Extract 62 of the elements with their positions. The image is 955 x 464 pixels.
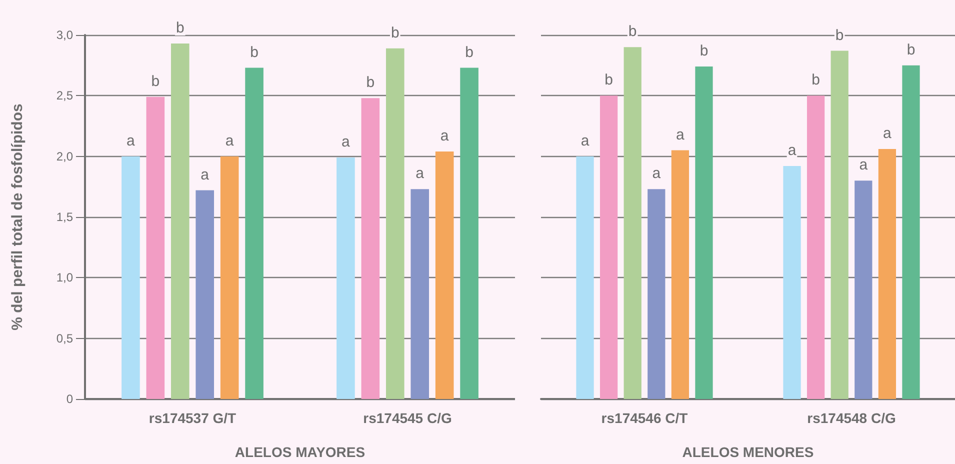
data-label: a — [440, 127, 450, 144]
data-label: b — [906, 41, 916, 58]
bar — [361, 98, 380, 399]
bar — [336, 158, 355, 399]
bar — [830, 50, 848, 399]
bar — [460, 68, 478, 399]
data-label: a — [883, 125, 892, 142]
y-tick-label: 2,5 — [56, 88, 74, 103]
data-label: a — [126, 132, 136, 150]
data-label: b — [604, 72, 613, 89]
bar — [671, 150, 690, 399]
x-axis-title: ALELOS MAYORES — [234, 444, 366, 460]
bar — [146, 96, 165, 399]
data-label: a — [580, 132, 590, 150]
x-tick-label: rs174546 C/T — [601, 410, 688, 426]
bar — [902, 65, 920, 399]
data-label: b — [250, 44, 258, 61]
bar — [600, 96, 618, 399]
data-label: b — [700, 42, 708, 60]
data-label: a — [676, 126, 686, 144]
bar — [854, 180, 872, 399]
bar — [783, 166, 801, 399]
bar — [245, 68, 264, 399]
data-label: b — [390, 24, 400, 42]
data-label: b — [812, 72, 820, 89]
data-label: a — [788, 142, 797, 160]
y-tick-label: 0,5 — [56, 331, 74, 346]
y-tick-label: 0 — [66, 392, 74, 406]
data-label: a — [225, 132, 234, 150]
data-label: b — [465, 44, 474, 61]
bar — [576, 156, 594, 399]
data-label: a — [859, 156, 868, 174]
data-label: a — [652, 165, 662, 182]
bar — [122, 156, 140, 399]
bar — [435, 151, 454, 399]
bar — [220, 156, 239, 399]
data-label: a — [342, 134, 351, 151]
data-label: a — [416, 165, 425, 182]
y-tick-label: 2,0 — [56, 149, 74, 164]
data-label: b — [151, 72, 160, 90]
x-tick-label: rs174537 G/T — [148, 410, 237, 426]
y-tick-label: 1,5 — [56, 210, 74, 224]
bar — [196, 190, 214, 399]
data-label: b — [366, 74, 375, 92]
bar — [624, 47, 642, 399]
y-tick-label: 1,0 — [56, 270, 74, 285]
x-tick-label: rs174545 C/G — [363, 410, 452, 426]
bar — [695, 66, 713, 399]
y-tick-label: 3,0 — [56, 28, 74, 42]
data-label: b — [176, 19, 184, 36]
data-label: b — [835, 26, 844, 44]
bar — [648, 189, 666, 399]
data-label: b — [628, 23, 637, 40]
x-axis-title: ALELOS MENORES — [682, 444, 814, 460]
bar — [386, 48, 404, 399]
y-axis-title: % del perfil total de fosfolípidos — [9, 104, 26, 330]
data-label: a — [200, 166, 210, 184]
bar — [878, 149, 896, 399]
bar — [806, 96, 825, 399]
bar — [410, 189, 430, 399]
bar — [170, 43, 190, 399]
x-tick-label: rs174548 C/G — [807, 410, 896, 426]
